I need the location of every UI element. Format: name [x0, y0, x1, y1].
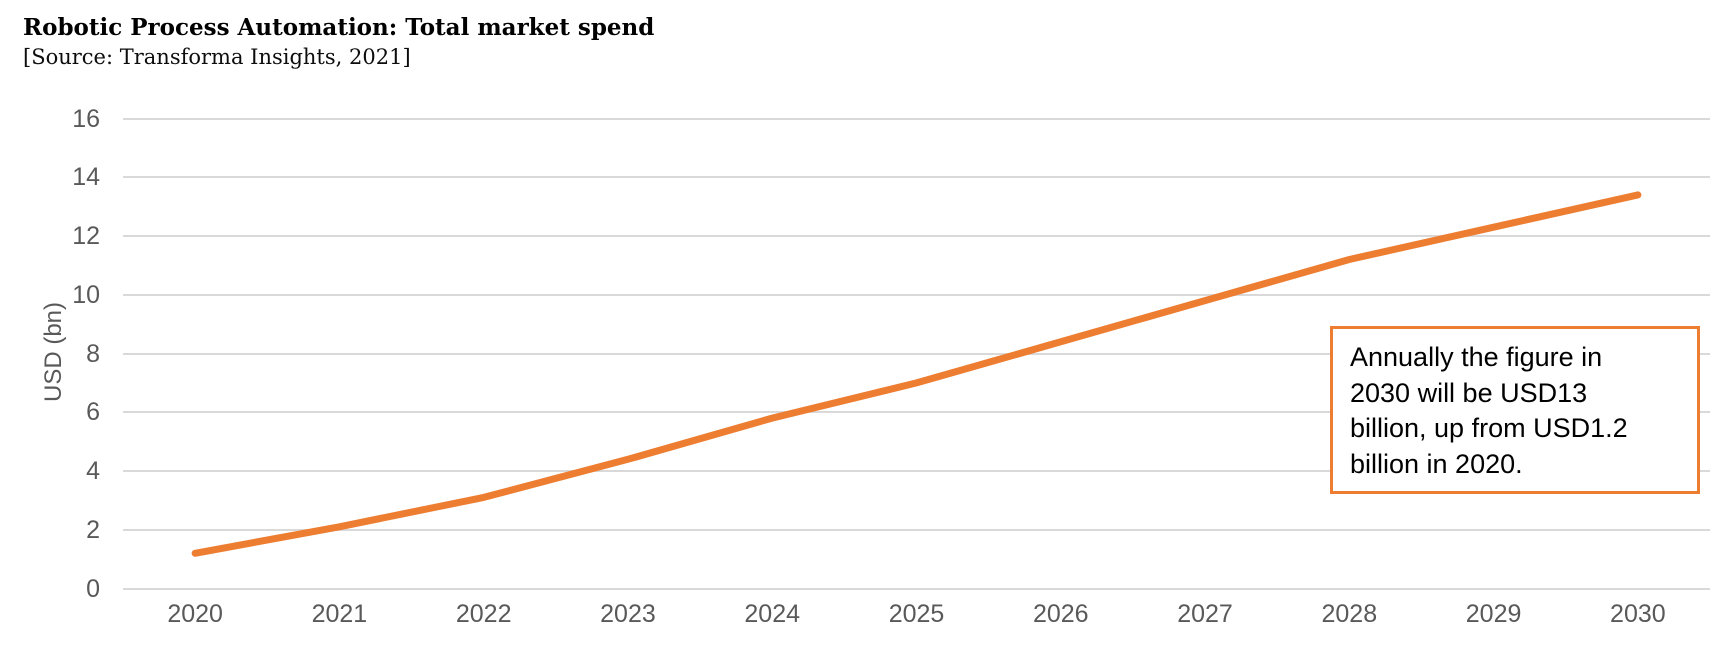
gridline: [123, 293, 1710, 296]
x-tick-label: 2028: [1321, 600, 1378, 628]
x-tick-label: 2025: [888, 600, 945, 628]
x-tick-label: 2021: [311, 600, 368, 628]
x-tick-label: 2027: [1177, 600, 1233, 628]
chart-source: [Source: Transforma Insights, 2021]: [23, 45, 411, 69]
annotation-text-line: billion in 2020.: [1350, 448, 1523, 479]
annotation-text-line: Annually the figure in: [1350, 342, 1603, 372]
y-tick-label: 16: [72, 104, 100, 133]
gridline: [123, 528, 1710, 531]
y-tick-label: 6: [86, 398, 100, 427]
x-tick-label: 2023: [600, 600, 656, 628]
market-spend-line: [191, 191, 1642, 557]
x-tick-label: 2030: [1610, 600, 1666, 628]
y-tick-label: 8: [86, 339, 100, 368]
chart-title: Robotic Process Automation: Total market…: [23, 14, 655, 41]
gridline: [123, 411, 1710, 414]
gridline: [123, 176, 1710, 179]
annotation-text-line: 2030 will be USD13: [1350, 377, 1588, 408]
x-tick-label: 2020: [167, 600, 223, 628]
gridline: [123, 235, 1710, 237]
y-tick-label: 2: [86, 515, 100, 544]
gridline: [123, 470, 1710, 472]
annotation-box: Annually the figure in 2030 will be USD1…: [1330, 326, 1700, 494]
x-tick-label: 2026: [1032, 600, 1089, 628]
gridline: [123, 352, 1710, 355]
y-tick-label: 0: [86, 574, 100, 603]
gridline: [123, 587, 1710, 590]
x-tick-label: 2024: [744, 600, 801, 628]
x-tick-label: 2022: [455, 600, 512, 628]
gridline: [123, 117, 1710, 120]
y-tick-label: 12: [72, 222, 100, 250]
y-tick-label: 10: [72, 280, 100, 309]
y-tick-label: 4: [86, 457, 100, 485]
annotation-text-line: billion, up from USD1.2: [1350, 413, 1628, 443]
y-tick-label: 14: [72, 163, 100, 192]
x-tick-label: 2029: [1465, 600, 1522, 628]
